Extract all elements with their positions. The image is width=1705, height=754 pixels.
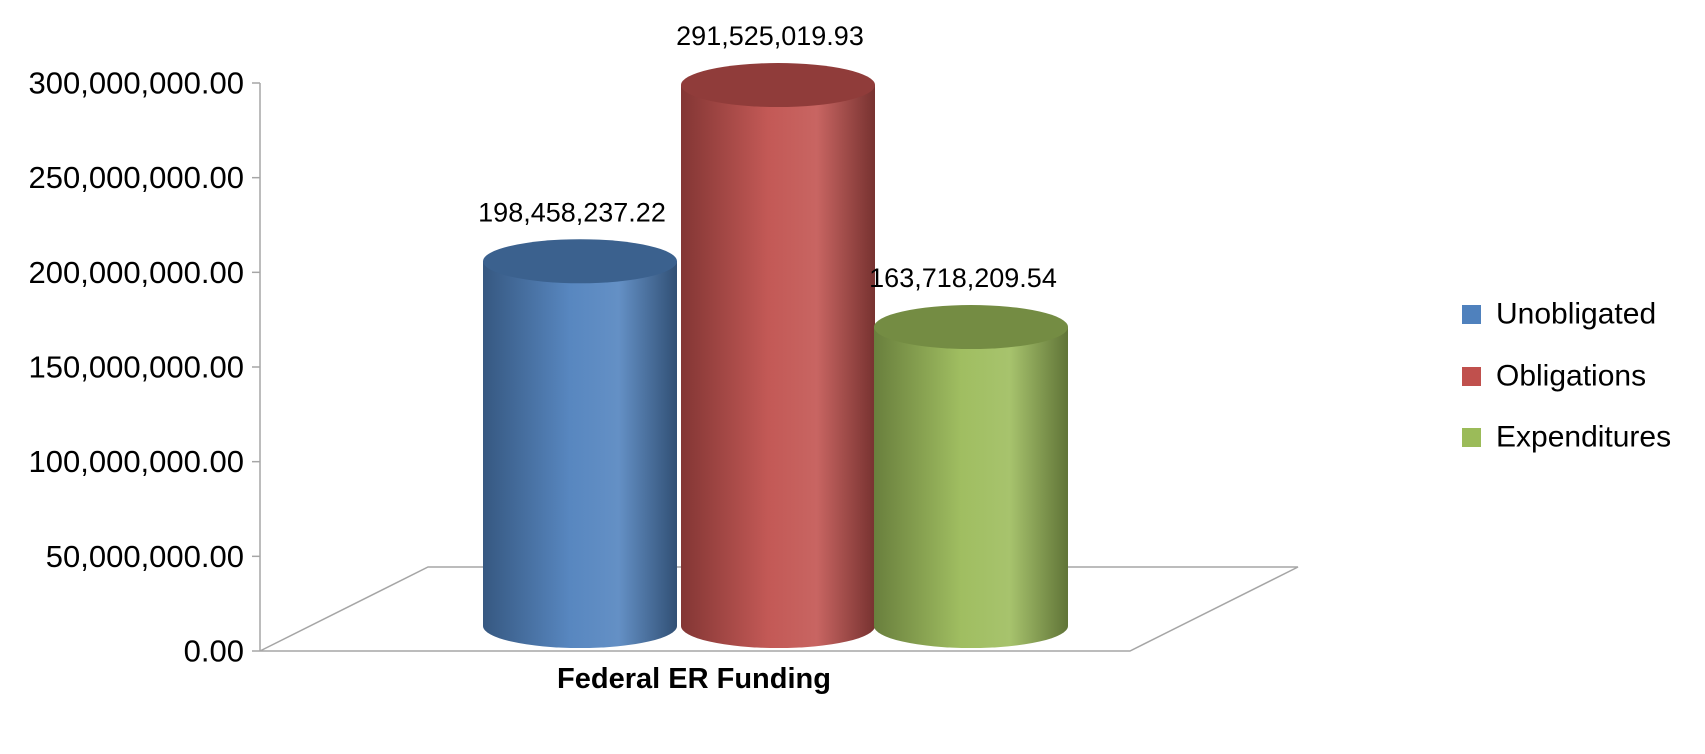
chart-floor xyxy=(259,566,1299,652)
legend-label: Expenditures xyxy=(1496,421,1671,454)
legend-item-unobligated: Unobligated xyxy=(1462,298,1656,331)
legend: Unobligated Obligations Expenditures xyxy=(1462,298,1671,454)
floor-plane xyxy=(259,566,1299,652)
bar-top xyxy=(483,239,677,284)
data-label-obligations: 291,525,019.93 xyxy=(676,21,864,51)
legend-label: Obligations xyxy=(1496,360,1646,393)
bar-body xyxy=(483,261,677,648)
bar-top xyxy=(874,305,1068,350)
legend-swatch xyxy=(1462,428,1481,447)
data-label-expenditures: 163,718,209.54 xyxy=(869,263,1057,293)
legend-swatch xyxy=(1462,305,1481,324)
bar-obligations xyxy=(681,63,875,648)
y-tick-label: 250,000,000.00 xyxy=(29,160,245,195)
y-tick-label: 200,000,000.00 xyxy=(29,255,245,290)
y-tick-label: 0.00 xyxy=(184,634,244,669)
bar-body xyxy=(681,85,875,648)
legend-item-obligations: Obligations xyxy=(1462,360,1646,393)
y-tick-label: 50,000,000.00 xyxy=(46,539,244,574)
bar-top xyxy=(681,63,875,108)
bar-unobligated xyxy=(483,239,677,648)
y-axis: 0.00 50,000,000.00 100,000,000.00 150,000,0… xyxy=(29,66,261,669)
legend-item-expenditures: Expenditures xyxy=(1462,421,1671,454)
bar-body xyxy=(874,327,1068,648)
category-label: Federal ER Funding xyxy=(557,663,831,695)
y-tick-label: 150,000,000.00 xyxy=(29,350,245,385)
data-labels: 198,458,237.22 291,525,019.93 163,718,209.… xyxy=(478,21,1057,293)
data-label-unobligated: 198,458,237.22 xyxy=(478,197,666,227)
bar-expenditures xyxy=(874,305,1068,648)
legend-swatch xyxy=(1462,367,1481,386)
bars xyxy=(483,63,1068,648)
x-axis: Federal ER Funding xyxy=(557,663,831,695)
y-tick-label: 300,000,000.00 xyxy=(29,66,245,101)
y-tick-label: 100,000,000.00 xyxy=(29,444,245,479)
legend-label: Unobligated xyxy=(1496,298,1656,331)
